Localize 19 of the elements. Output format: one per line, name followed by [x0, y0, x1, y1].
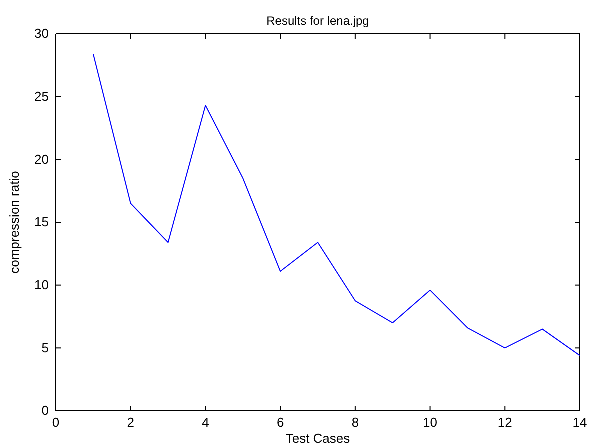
x-tick-label: 12 [498, 415, 512, 430]
y-tick-label: 15 [34, 214, 49, 230]
x-tick-label: 2 [127, 415, 134, 430]
y-tick-label: 10 [34, 277, 49, 292]
y-tick-label: 25 [34, 88, 49, 104]
x-axis-title: Test Cases [286, 431, 351, 446]
chart-title: Results for lena.jpg [266, 14, 370, 28]
line-series [92, 54, 580, 356]
y-tick-label: 5 [42, 340, 49, 356]
y-tick-label: 30 [34, 26, 49, 42]
y-axis-title: compression ratio [7, 171, 22, 274]
x-tick-label: 14 [572, 415, 588, 430]
x-tick-label: 0 [52, 415, 60, 430]
y-tick-label: 0 [42, 403, 49, 418]
x-tick-label: 10 [423, 415, 438, 430]
x-tick-label: 6 [276, 415, 284, 430]
x-tick-label: 8 [352, 415, 360, 430]
x-tick-label: 4 [202, 415, 210, 430]
y-tick-label: 20 [34, 152, 49, 167]
